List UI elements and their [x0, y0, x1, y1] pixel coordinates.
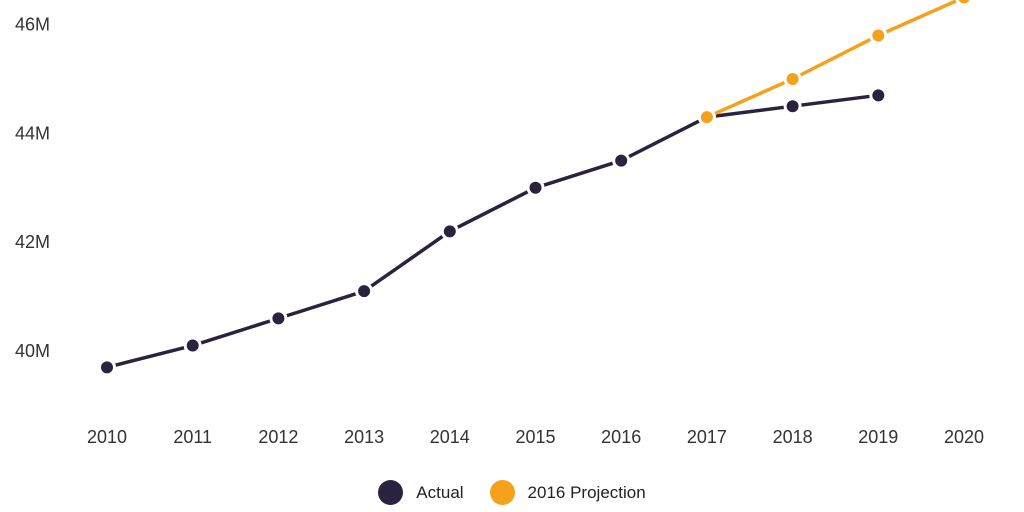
data-point-actual-2016[interactable] — [612, 151, 631, 170]
data-point-actual-2019[interactable] — [869, 86, 888, 105]
x-axis-tick-label: 2016 — [601, 427, 641, 447]
x-axis-tick-label: 2017 — [687, 427, 727, 447]
x-axis-tick-label: 2010 — [87, 427, 127, 447]
data-point-actual-2014[interactable] — [440, 222, 459, 241]
legend-label-projection: 2016 Projection — [527, 482, 646, 502]
data-point-actual-2018[interactable] — [783, 97, 802, 116]
x-axis-tick-label: 2011 — [173, 427, 212, 447]
x-axis-tick-label: 2018 — [773, 427, 813, 447]
actual-series-line — [105, 93, 881, 370]
x-axis-tick-label: 2015 — [515, 427, 555, 447]
x-axis-tick-label: 2014 — [430, 427, 470, 447]
x-axis-tick-label: 2012 — [258, 427, 298, 447]
legend-item-actual: Actual — [378, 479, 464, 505]
data-point-actual-2013[interactable] — [355, 282, 374, 301]
x-axis-tick-label: 2013 — [344, 427, 384, 447]
data-point-projection-2018[interactable] — [783, 70, 802, 88]
projection-series-line — [705, 0, 963, 119]
data-point-projection-2017[interactable] — [697, 108, 716, 127]
legend-item-projection: 2016 Projection — [489, 479, 646, 505]
legend-swatch-projection — [489, 479, 515, 505]
chart-legend: Actual 2016 Projection — [0, 472, 1024, 512]
data-point-actual-2011[interactable] — [183, 336, 202, 355]
data-point-actual-2010[interactable] — [98, 358, 116, 377]
legend-swatch-actual — [378, 479, 404, 505]
data-point-projection-2020[interactable] — [955, 0, 973, 7]
x-axis-tick-label: 2020 — [944, 427, 984, 447]
y-axis-tick-label: 46M — [15, 15, 50, 35]
y-axis-tick-label: 42M — [15, 232, 50, 252]
data-point-actual-2012[interactable] — [269, 309, 288, 328]
chart-plot-area: 40M 42M 44M 46M 2010 2011 2012 2013 2014 2015 2016… — [15, 0, 984, 447]
data-point-projection-2019[interactable] — [869, 26, 888, 45]
legend-label-actual: Actual — [416, 482, 464, 502]
y-axis-tick-label: 44M — [15, 123, 50, 143]
data-point-actual-2015[interactable] — [526, 178, 545, 197]
y-axis-tick-label: 40M — [15, 341, 50, 361]
x-axis-tick-label: 2019 — [858, 427, 898, 447]
